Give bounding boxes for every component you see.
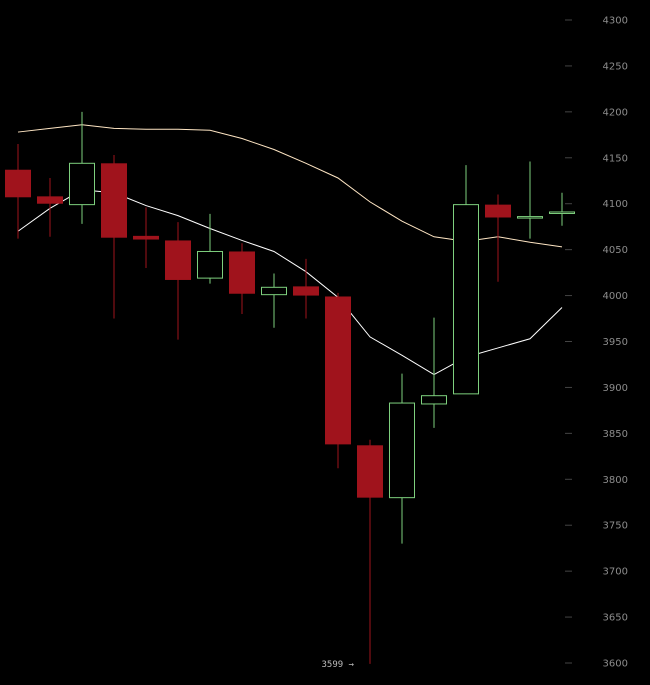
- moving-average-short: [17, 189, 563, 376]
- candle-body: [229, 251, 255, 294]
- candle-body: [549, 211, 575, 214]
- candle-body: [325, 296, 351, 445]
- y-tick-label: 3750: [603, 521, 628, 532]
- y-tick-label: 4100: [603, 199, 628, 210]
- candle-body: [5, 169, 31, 198]
- candle: [357, 439, 383, 664]
- low-annotation: 3599 →: [321, 660, 354, 670]
- ma-long-line: [17, 124, 563, 248]
- candle-body: [293, 286, 319, 296]
- annotations: 3599 →: [321, 660, 354, 670]
- candle: [101, 155, 127, 319]
- candles: [5, 111, 575, 664]
- y-tick-label: 4000: [603, 291, 628, 302]
- candle: [261, 273, 287, 328]
- candle: [517, 161, 543, 239]
- candle-body: [389, 402, 415, 499]
- candle-body: [421, 395, 447, 405]
- y-tick-label: 3700: [603, 567, 628, 578]
- candle-body: [37, 196, 63, 204]
- ma-short-line: [17, 189, 563, 376]
- y-tick-label: 3650: [603, 613, 628, 624]
- candle-body: [101, 163, 127, 238]
- candle-body: [133, 235, 159, 240]
- y-tick-label: 3950: [603, 337, 628, 348]
- candle: [389, 373, 415, 544]
- candle: [453, 165, 479, 395]
- candle: [293, 258, 319, 319]
- y-tick-label: 4200: [603, 107, 628, 118]
- y-tick-label: 4300: [603, 16, 628, 27]
- candle: [165, 222, 191, 340]
- candle-body: [485, 204, 511, 218]
- candle: [69, 111, 95, 224]
- candle: [37, 177, 63, 237]
- candle: [133, 207, 159, 269]
- y-tick-label: 4250: [603, 61, 628, 72]
- candle-body: [517, 216, 543, 219]
- candle: [325, 292, 351, 469]
- candle: [229, 243, 255, 314]
- candle-body: [357, 445, 383, 498]
- y-tick-label: 4050: [603, 245, 628, 256]
- candle-body: [453, 204, 479, 395]
- candle-body: [197, 250, 223, 279]
- y-tick-label: 4150: [603, 153, 628, 164]
- candle: [197, 213, 223, 284]
- moving-average-long: [17, 124, 563, 248]
- candle: [549, 192, 575, 226]
- y-tick-label: 3900: [603, 383, 628, 394]
- candle: [421, 317, 447, 428]
- candle-body: [165, 240, 191, 280]
- y-tick-label: 3800: [603, 475, 628, 486]
- y-axis: 3600 3650 3700 3750 3800 3850 3900 3950 4000 4050…: [565, 16, 628, 670]
- candle-body: [69, 162, 95, 206]
- y-tick-label: 3850: [603, 429, 628, 440]
- candle: [5, 144, 31, 239]
- y-tick-label: 3600: [603, 659, 628, 670]
- candle: [485, 194, 511, 282]
- candle-body: [261, 286, 287, 296]
